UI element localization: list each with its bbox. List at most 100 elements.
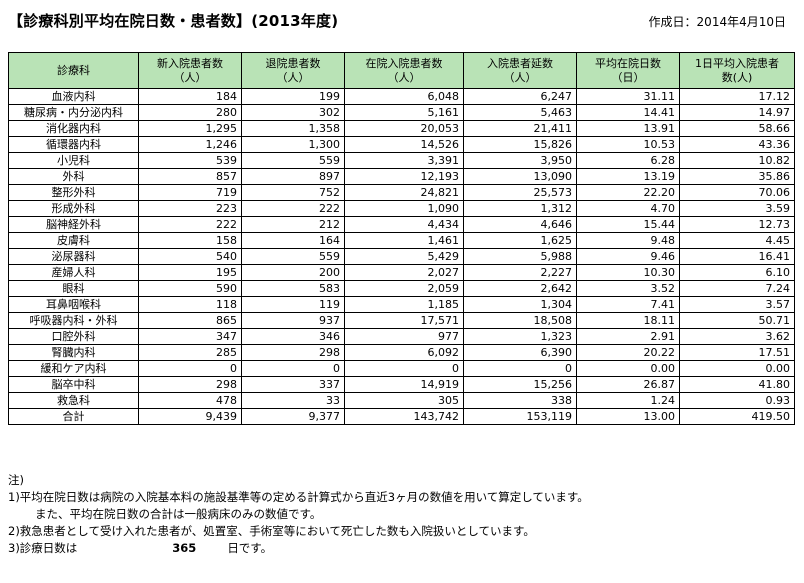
header-col-4: 入院患者延数 （人） [463,52,577,89]
table-cell: 10.53 [576,136,680,153]
department-name: 呼吸器内科・外科 [8,312,139,329]
note-1: 1)平均在院日数は病院の入院基本料の施設基準等の定める計算式から直近3ヶ月の数値… [8,490,589,504]
note-3-label: 3)診療日数は [8,541,78,555]
table-cell: 21,411 [463,120,577,137]
table-cell: 17.12 [679,88,795,105]
header-col-6: 1日平均入院患者 数(人) [679,52,795,89]
table-cell: 590 [138,280,242,297]
department-name: 耳鼻咽喉科 [8,296,139,313]
table-cell: 3.59 [679,200,795,217]
notes-heading: 注) [8,473,24,487]
table-cell: 7.41 [576,296,680,313]
table-cell: 4.45 [679,232,795,249]
table-cell: 58.66 [679,120,795,137]
table-cell: 2,642 [463,280,577,297]
table-cell: 16.41 [679,248,795,265]
table-cell: 9,439 [138,408,242,425]
table-cell: 1,461 [344,232,464,249]
table-cell: 1,358 [241,120,345,137]
department-name: 緩和ケア内科 [8,360,139,377]
table-cell: 212 [241,216,345,233]
table-cell: 719 [138,184,242,201]
department-name: 泌尿器科 [8,248,139,265]
table-row: 産婦人科 195 200 2,027 2,227 10.30 6.10 [8,264,795,281]
total-row: 合計 9,439 9,377 143,742 153,119 13.00 419.50 [8,408,795,425]
department-name: 血液内科 [8,88,139,105]
department-name: 口腔外科 [8,328,139,345]
table-cell: 6,092 [344,344,464,361]
table-cell: 1,323 [463,328,577,345]
department-name: 合計 [8,408,139,425]
department-name: 外科 [8,168,139,185]
table-cell: 10.30 [576,264,680,281]
table-cell: 298 [138,376,242,393]
table-cell: 199 [241,88,345,105]
department-stats-table: 診療科 新入院患者数 （人） 退院患者数 （人） 在院入院患者数 （人） 入院患者延数 … [8,52,795,425]
table-cell: 12.73 [679,216,795,233]
table-cell: 298 [241,344,345,361]
department-name: 脳卒中科 [8,376,139,393]
table-cell: 1,090 [344,200,464,217]
department-name: 眼科 [8,280,139,297]
table-cell: 13.19 [576,168,680,185]
table-cell: 338 [463,392,577,409]
table-cell: 26.87 [576,376,680,393]
table-cell: 31.11 [576,88,680,105]
table-cell: 22.20 [576,184,680,201]
header-row: 診療科 新入院患者数 （人） 退院患者数 （人） 在院入院患者数 （人） 入院患者延数 … [8,52,795,89]
table-cell: 857 [138,168,242,185]
table-cell: 18,508 [463,312,577,329]
table-cell: 559 [241,152,345,169]
table-cell: 7.24 [679,280,795,297]
table-cell: 5,161 [344,104,464,121]
table-cell: 15.44 [576,216,680,233]
table-cell: 15,826 [463,136,577,153]
table-cell: 2,059 [344,280,464,297]
table-row: 耳鼻咽喉科 118 119 1,185 1,304 7.41 3.57 [8,296,795,313]
table-row: 循環器内科 1,246 1,300 14,526 15,826 10.53 43.36 [8,136,795,153]
table-cell: 1,300 [241,136,345,153]
table-cell: 9.48 [576,232,680,249]
header-department: 診療科 [8,52,139,89]
table-row: 消化器内科 1,295 1,358 20,053 21,411 13.91 58.66 [8,120,795,137]
header-col-3: 在院入院患者数 （人） [344,52,464,89]
table-cell: 5,429 [344,248,464,265]
table-cell: 143,742 [344,408,464,425]
table-row: 呼吸器内科・外科 865 937 17,571 18,508 18.11 50.71 [8,312,795,329]
table-row: 口腔外科 347 346 977 1,323 2.91 3.62 [8,328,795,345]
table-cell: 977 [344,328,464,345]
table-row: 小児科 539 559 3,391 3,950 6.28 10.82 [8,152,795,169]
header-col-5: 平均在院日数 （日） [576,52,680,89]
table-cell: 897 [241,168,345,185]
table-cell: 1,295 [138,120,242,137]
table-cell: 419.50 [679,408,795,425]
header-col-2: 退院患者数 （人） [241,52,345,89]
table-cell: 13.91 [576,120,680,137]
table-cell: 0.93 [679,392,795,409]
table-cell: 539 [138,152,242,169]
table-cell: 10.82 [679,152,795,169]
table-row: 腎臓内科 285 298 6,092 6,390 20.22 17.51 [8,344,795,361]
table-cell: 0 [344,360,464,377]
table-cell: 33 [241,392,345,409]
table-cell: 6.10 [679,264,795,281]
table-cell: 222 [138,216,242,233]
table-cell: 35.86 [679,168,795,185]
table-cell: 9,377 [241,408,345,425]
table-cell: 14,919 [344,376,464,393]
table-cell: 337 [241,376,345,393]
table-cell: 6,048 [344,88,464,105]
table-cell: 0.00 [576,360,680,377]
table-cell: 1,304 [463,296,577,313]
header-col-1: 新入院患者数 （人） [138,52,242,89]
note-2: 2)救急患者として受け入れた患者が、処置室、手術室等において死亡した数も入院扱い… [8,524,535,538]
department-name: 救急科 [8,392,139,409]
department-name: 腎臓内科 [8,344,139,361]
table-cell: 1,312 [463,200,577,217]
table-cell: 346 [241,328,345,345]
table-cell: 25,573 [463,184,577,201]
table-cell: 14,526 [344,136,464,153]
table-row: 形成外科 223 222 1,090 1,312 4.70 3.59 [8,200,795,217]
table-cell: 18.11 [576,312,680,329]
table-cell: 118 [138,296,242,313]
